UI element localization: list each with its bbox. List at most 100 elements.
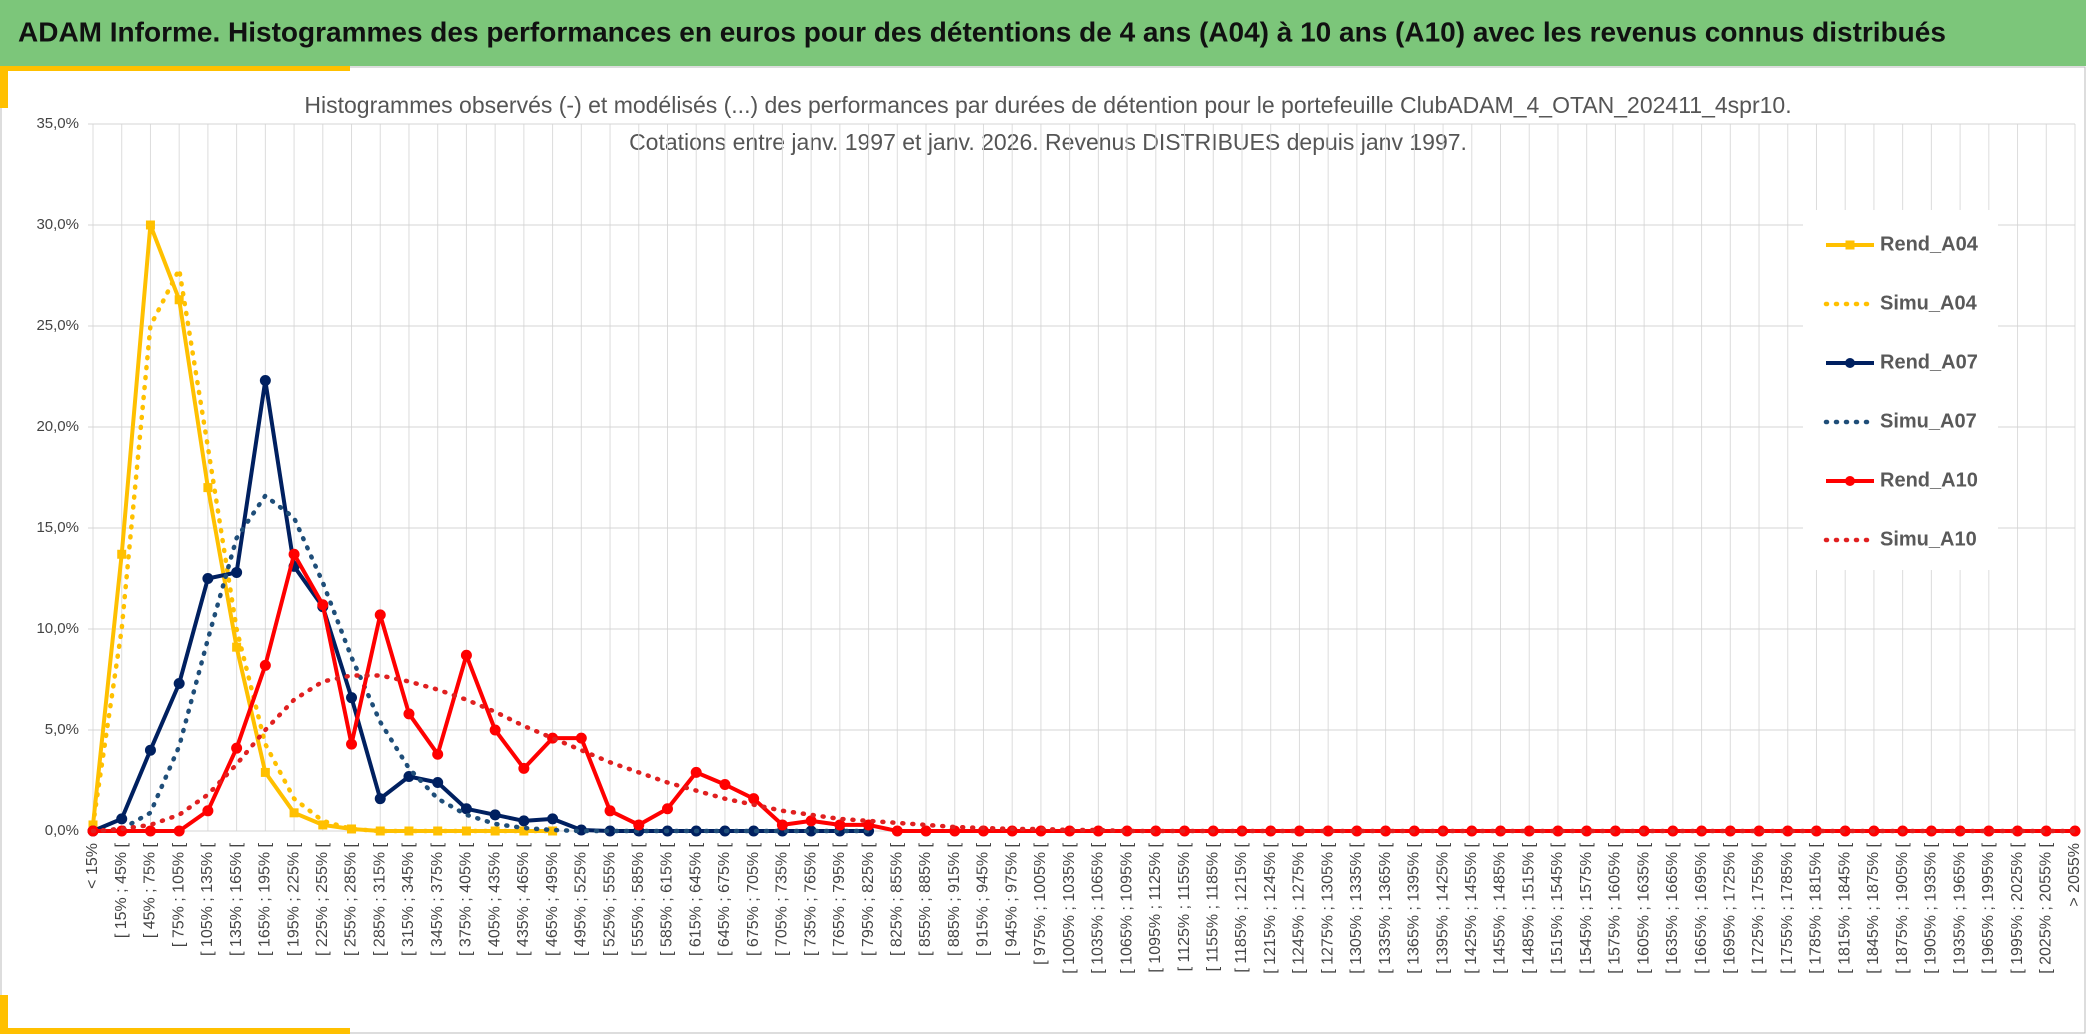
x-tick-label: [ 1215% ; 1245% [: [1262, 842, 1279, 973]
x-tick-label: [ 795% ; 825% [: [860, 842, 877, 956]
x-tick-label: [ 435% ; 465% [: [515, 842, 532, 956]
x-tick-label: [ 1305% ; 1335% [: [1348, 842, 1365, 973]
y-tick-label: 25,0%: [36, 317, 79, 334]
x-tick-label: [ 615% ; 645% [: [687, 842, 704, 956]
x-tick-label: [ 195% ; 225% [: [285, 842, 302, 956]
x-tick-label: [ 1365% ; 1395% [: [1406, 842, 1423, 973]
x-tick-label: [ 645% ; 675% [: [716, 842, 733, 956]
x-tick-label: [ 885% ; 915% [: [946, 842, 963, 956]
y-tick-label: 20,0%: [36, 418, 79, 435]
x-tick-label: [ 225% ; 255% [: [314, 842, 331, 956]
point: [232, 642, 242, 652]
point: [604, 805, 616, 817]
point: [289, 808, 299, 818]
point: [317, 599, 329, 611]
x-tick-label: [ 1245% ; 1275% [: [1291, 842, 1308, 973]
y-tick-label: 10,0%: [36, 620, 79, 637]
x-tick-label: [ 255% ; 285% [: [343, 842, 360, 956]
point: [259, 659, 271, 671]
accent: [0, 66, 8, 108]
x-tick-label: [ 1185% ; 1215% [: [1233, 842, 1250, 972]
x-tick-label: [ 15% ; 45% [: [113, 842, 130, 938]
x-tick-label: [ 705% ; 735% [: [774, 842, 791, 956]
chart-frame: [0, 66, 2086, 1034]
x-tick-label: [ 165% ; 195% [: [257, 842, 274, 956]
y-tick-label: 15,0%: [36, 519, 79, 536]
point: [460, 649, 472, 661]
accent: [0, 995, 8, 1034]
accent: [0, 66, 350, 71]
x-tick-label: [ 345% ; 375% [: [429, 842, 446, 956]
point: [173, 825, 185, 837]
point: [346, 692, 358, 704]
point: [776, 819, 788, 831]
x-tick-label: [ 525% ; 555% [: [601, 842, 618, 956]
point: [231, 566, 243, 578]
x-tick-label: [ 1575% ; 1605% [: [1607, 842, 1624, 973]
chart-title: Histogrammes observés (-) et modélisés (…: [304, 92, 1791, 118]
x-tick-label: [ 1905% ; 1935% [: [1923, 842, 1940, 973]
point: [202, 805, 214, 817]
point: [748, 793, 760, 805]
point: [374, 793, 386, 805]
point: [805, 815, 817, 827]
point: [116, 813, 128, 825]
x-tick-label: [ 1875% ; 1905% [: [1894, 842, 1911, 973]
x-tick-label: [ 555% ; 585% [: [630, 842, 647, 956]
x-tick-label: [ 1935% ; 1965% [: [1951, 842, 1968, 973]
x-tick-label: [ 1785% ; 1815% [: [1808, 842, 1825, 973]
series-line: [90, 673, 2078, 834]
header-title: ADAM Informe. Histogrammes des performan…: [18, 16, 1946, 47]
series-line: [90, 492, 871, 834]
x-tick-label: [ 465% ; 495% [: [544, 842, 561, 956]
x-tick-label: [ 945% ; 975% [: [1003, 842, 1020, 956]
x-tick-label: [ 825% ; 855% [: [889, 842, 906, 956]
x-tick-label: [ 735% ; 765% [: [802, 842, 819, 956]
chart-subtitle: Cotations entre janv. 1997 et janv. 2026…: [629, 129, 1467, 155]
x-tick-label: [ 1965% ; 1995% [: [1980, 842, 1997, 973]
point: [403, 708, 415, 720]
point: [489, 724, 501, 736]
point: [404, 826, 414, 836]
x-tick-label: [ 1035% ; 1065% [: [1090, 842, 1107, 973]
point: [347, 824, 357, 834]
point: [144, 825, 156, 837]
x-tick-label: [ 675% ; 705% [: [745, 842, 762, 956]
x-tick-label: [ 1485% ; 1515% [: [1520, 842, 1537, 973]
legend-marker: [1845, 476, 1855, 486]
x-tick-label: [ 135% ; 165% [: [228, 842, 245, 956]
point: [260, 767, 270, 777]
point: [231, 742, 243, 754]
point: [460, 803, 472, 815]
x-tick-label: [ 315% ; 345% [: [400, 842, 417, 956]
series-line: [90, 262, 555, 834]
x-tick-label: [ 1545% ; 1575% [: [1578, 842, 1595, 973]
x-tick-label: [ 1695% ; 1725% [: [1722, 842, 1739, 973]
point: [117, 549, 127, 559]
legend-marker: [1845, 358, 1855, 368]
point: [202, 573, 214, 584]
point: [719, 779, 731, 791]
y-tick-label: 5,0%: [45, 721, 79, 738]
x-tick-label: [ 585% ; 615% [: [659, 842, 676, 956]
x-tick-label: [ 1605% ; 1635% [: [1635, 842, 1652, 973]
point: [174, 295, 184, 305]
point: [633, 819, 645, 831]
point: [259, 375, 271, 387]
legend-label: Rend_A07: [1880, 351, 1978, 373]
point: [489, 809, 501, 821]
point: [144, 744, 156, 756]
x-tick-label: [ 1665% ; 1695% [: [1693, 842, 1710, 973]
x-tick-label: [ 375% ; 405% [: [458, 842, 475, 956]
x-tick-label: [ 915% ; 945% [: [975, 842, 992, 956]
legend-box: [1803, 210, 1998, 570]
y-tick-label: 0,0%: [45, 822, 79, 839]
x-tick-label: [ 1155% ; 1185% [: [1204, 842, 1221, 971]
x-tick-label: > 2055%: [2066, 843, 2083, 907]
point: [834, 819, 846, 831]
point: [173, 678, 185, 690]
x-tick-label: [ 1755% ; 1785% [: [1779, 842, 1796, 973]
header-bar: [0, 0, 2086, 66]
x-tick-label: [ 1725% ; 1755% [: [1750, 842, 1767, 973]
y-tick-label: 30,0%: [36, 216, 79, 233]
